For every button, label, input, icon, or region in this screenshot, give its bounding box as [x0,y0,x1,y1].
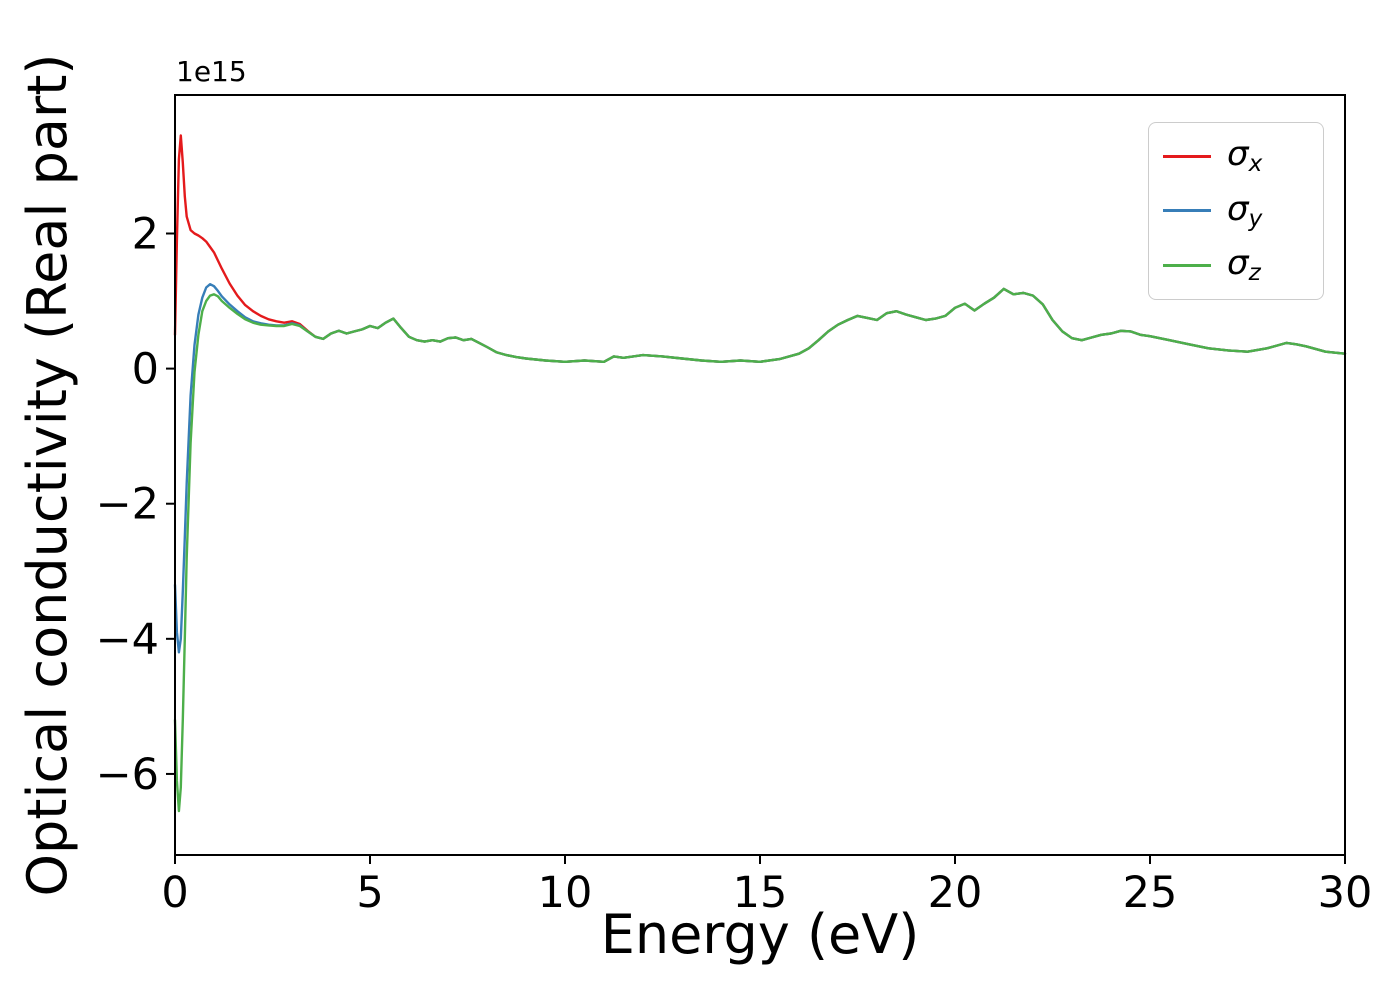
x-tick-label: 10 [538,868,593,918]
legend: σx σy σz [1148,122,1324,300]
y-tick-label: −2 [96,480,159,530]
x-tick-label: 15 [733,868,788,918]
y-tick-label: −4 [96,615,159,665]
x-tick-label: 20 [928,868,983,918]
legend-label-sigma-z: σz [1227,243,1261,286]
x-tick-label: 30 [1318,868,1373,918]
x-tick-label: 25 [1123,868,1178,918]
y-axis-label: Optical conductivity (Real part) [16,53,79,897]
legend-label-sigma-x: σx [1227,133,1263,177]
legend-item-sigma-y: σy [1163,192,1309,231]
legend-item-sigma-x: σx [1163,137,1309,176]
x-axis-label: Energy (eV) [600,903,920,966]
legend-swatch-sigma_z [1163,264,1211,268]
x-tick-label: 0 [161,868,188,918]
legend-swatch-sigma_x [1163,154,1211,158]
x-tick-label: 5 [356,868,383,918]
legend-swatch-sigma_y [1163,209,1211,213]
legend-item-sigma-z: σz [1163,246,1309,285]
y-tick-label: 2 [132,209,159,259]
axes-frame [174,94,1346,856]
y-tick-label: −6 [96,750,159,800]
series-line-sigma_z [173,287,1347,813]
y-tick-label: 0 [132,345,159,395]
legend-label-sigma-y: σy [1227,188,1263,232]
y-axis-offset-text: 1e15 [176,55,247,88]
